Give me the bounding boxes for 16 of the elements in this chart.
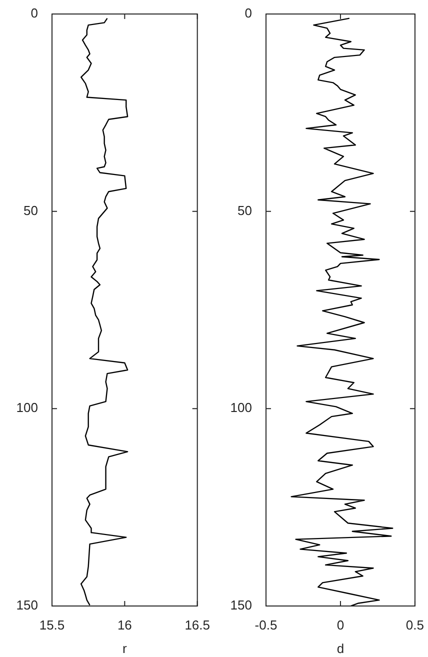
- x-tick-label: 0: [336, 617, 344, 632]
- x-tick-label: 15.5: [39, 617, 65, 632]
- x-axis-title: d: [336, 640, 344, 656]
- y-tick-label: 0: [244, 6, 252, 21]
- y-tick-label: 150: [230, 598, 252, 613]
- y-tick-label: 0: [30, 6, 38, 21]
- x-tick-label: -0.5: [254, 617, 278, 632]
- x-tick-label: 16: [117, 617, 132, 632]
- x-tick-label: 0.5: [406, 617, 424, 632]
- y-tick-label: 100: [230, 400, 252, 416]
- x-axis-title: r: [122, 640, 128, 656]
- y-tick-label: 50: [24, 202, 38, 218]
- y-tick-label: 50: [238, 202, 252, 218]
- y-tick-label: 150: [16, 598, 38, 613]
- y-tick-label: 100: [16, 400, 38, 416]
- x-tick-label: 16.5: [184, 617, 210, 632]
